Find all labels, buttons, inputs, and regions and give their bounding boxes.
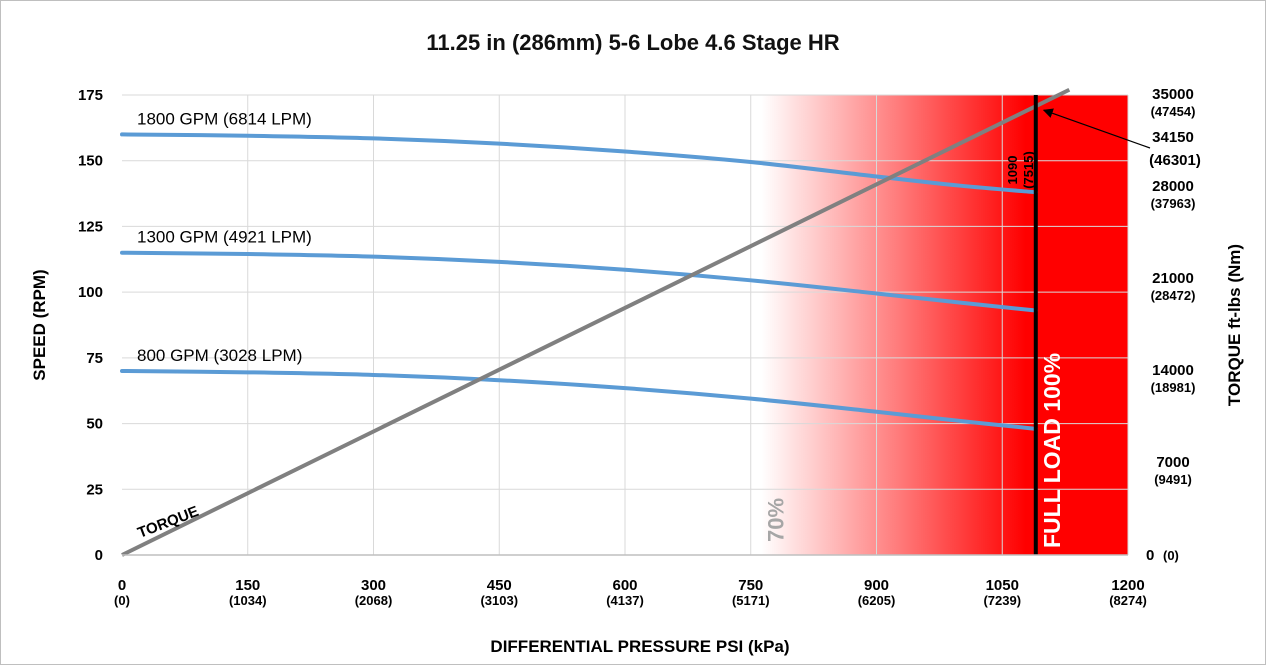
x-tick-label-5: 750 bbox=[738, 577, 763, 594]
y2-tick-sublabel-0: (0) bbox=[1163, 548, 1179, 563]
y2-tick-label-0: 0 bbox=[1146, 547, 1154, 564]
x-tick-label-8: 1200 bbox=[1111, 577, 1144, 594]
labels: 1800 GPM (6814 LPM) 1300 GPM (4921 LPM) 80… bbox=[135, 108, 1201, 548]
y2-tick-sublabel-4: (37963) bbox=[1151, 196, 1196, 211]
y2-tick-label-2: 14000 bbox=[1152, 362, 1194, 379]
x-tick-sublabel-2: (2068) bbox=[355, 593, 393, 608]
full-load-label: FULL LOAD 100% bbox=[1039, 353, 1065, 548]
seventy-percent-zone bbox=[761, 95, 1128, 555]
grid bbox=[122, 94, 1129, 555]
y-axis-title: SPEED (RPM) bbox=[30, 269, 49, 380]
y2-tick-label-4: 28000 bbox=[1152, 178, 1194, 195]
x-tick-label-3: 450 bbox=[487, 577, 512, 594]
x-tick-sublabel-6: (6205) bbox=[858, 593, 896, 608]
x-tick-sublabel-3: (3103) bbox=[480, 593, 518, 608]
y-tick-label-7: 175 bbox=[78, 87, 103, 104]
y-tick-label-5: 125 bbox=[78, 218, 103, 235]
x-axis-title: DIFFERENTIAL PRESSURE PSI (kPa) bbox=[490, 637, 789, 656]
speed-series-label-1: 1300 GPM (4921 LPM) bbox=[137, 228, 312, 247]
y-tick-label-6: 150 bbox=[78, 153, 103, 170]
y2-tick-label-3: 21000 bbox=[1152, 270, 1194, 287]
speed-curve-1 bbox=[120, 250, 1038, 313]
annotation-arrow bbox=[1042, 108, 1151, 149]
x-tick-sublabel-4: (4137) bbox=[606, 593, 644, 608]
y2-tick-sublabel-3: (28472) bbox=[1151, 288, 1196, 303]
y2-tick-label-1: 7000 bbox=[1156, 454, 1189, 471]
x-tick-sublabel-0: (0) bbox=[114, 593, 130, 608]
x-tick-sublabel-7: (7239) bbox=[983, 593, 1021, 608]
speed-series-label-2: 800 GPM (3028 LPM) bbox=[137, 346, 302, 365]
chart-title: 11.25 in (286mm) 5-6 Lobe 4.6 Stage HR bbox=[426, 30, 839, 55]
axes: 0(0)150(1034)300(2068)450(3103)600(4137)… bbox=[78, 86, 1195, 608]
y-tick-label-2: 50 bbox=[86, 416, 103, 433]
y-tick-label-1: 25 bbox=[86, 481, 103, 498]
speed-curve-2 bbox=[120, 369, 1038, 431]
zone-70-fill bbox=[761, 95, 1128, 555]
x-tick-sublabel-5: (5171) bbox=[732, 593, 770, 608]
y2-tick-sublabel-5: (47454) bbox=[1151, 104, 1196, 119]
speed-series bbox=[120, 132, 1038, 431]
x-tick-label-7: 1050 bbox=[986, 577, 1019, 594]
x-tick-sublabel-1: (1034) bbox=[229, 593, 267, 608]
annotation-value: 34150 bbox=[1152, 129, 1194, 146]
speed-curve-0 bbox=[120, 132, 1038, 195]
x-tick-label-0: 0 bbox=[118, 577, 126, 594]
y2-tick-sublabel-1: (9491) bbox=[1154, 472, 1192, 487]
speed-series-label-0: 1800 GPM (6814 LPM) bbox=[137, 109, 312, 128]
x-tick-label-6: 900 bbox=[864, 577, 889, 594]
y-tick-label-3: 75 bbox=[86, 350, 103, 367]
y-tick-label-4: 100 bbox=[78, 284, 103, 301]
x-tick-label-1: 150 bbox=[235, 577, 260, 594]
x-tick-label-4: 600 bbox=[612, 577, 637, 594]
x-tick-sublabel-8: (8274) bbox=[1109, 593, 1147, 608]
y-tick-label-0: 0 bbox=[95, 547, 103, 564]
full-load-value: 1090 bbox=[1005, 156, 1020, 185]
zone-70-label: 70% bbox=[764, 498, 789, 542]
x-tick-label-2: 300 bbox=[361, 577, 386, 594]
annotation-value-sub: (46301) bbox=[1149, 152, 1201, 169]
y2-axis-title: TORQUE ft-lbs (Nm) bbox=[1225, 244, 1244, 406]
y2-tick-label-5: 35000 bbox=[1152, 86, 1194, 103]
y2-tick-sublabel-2: (18981) bbox=[1151, 380, 1196, 395]
full-load-value-sub: (7515) bbox=[1021, 151, 1036, 189]
